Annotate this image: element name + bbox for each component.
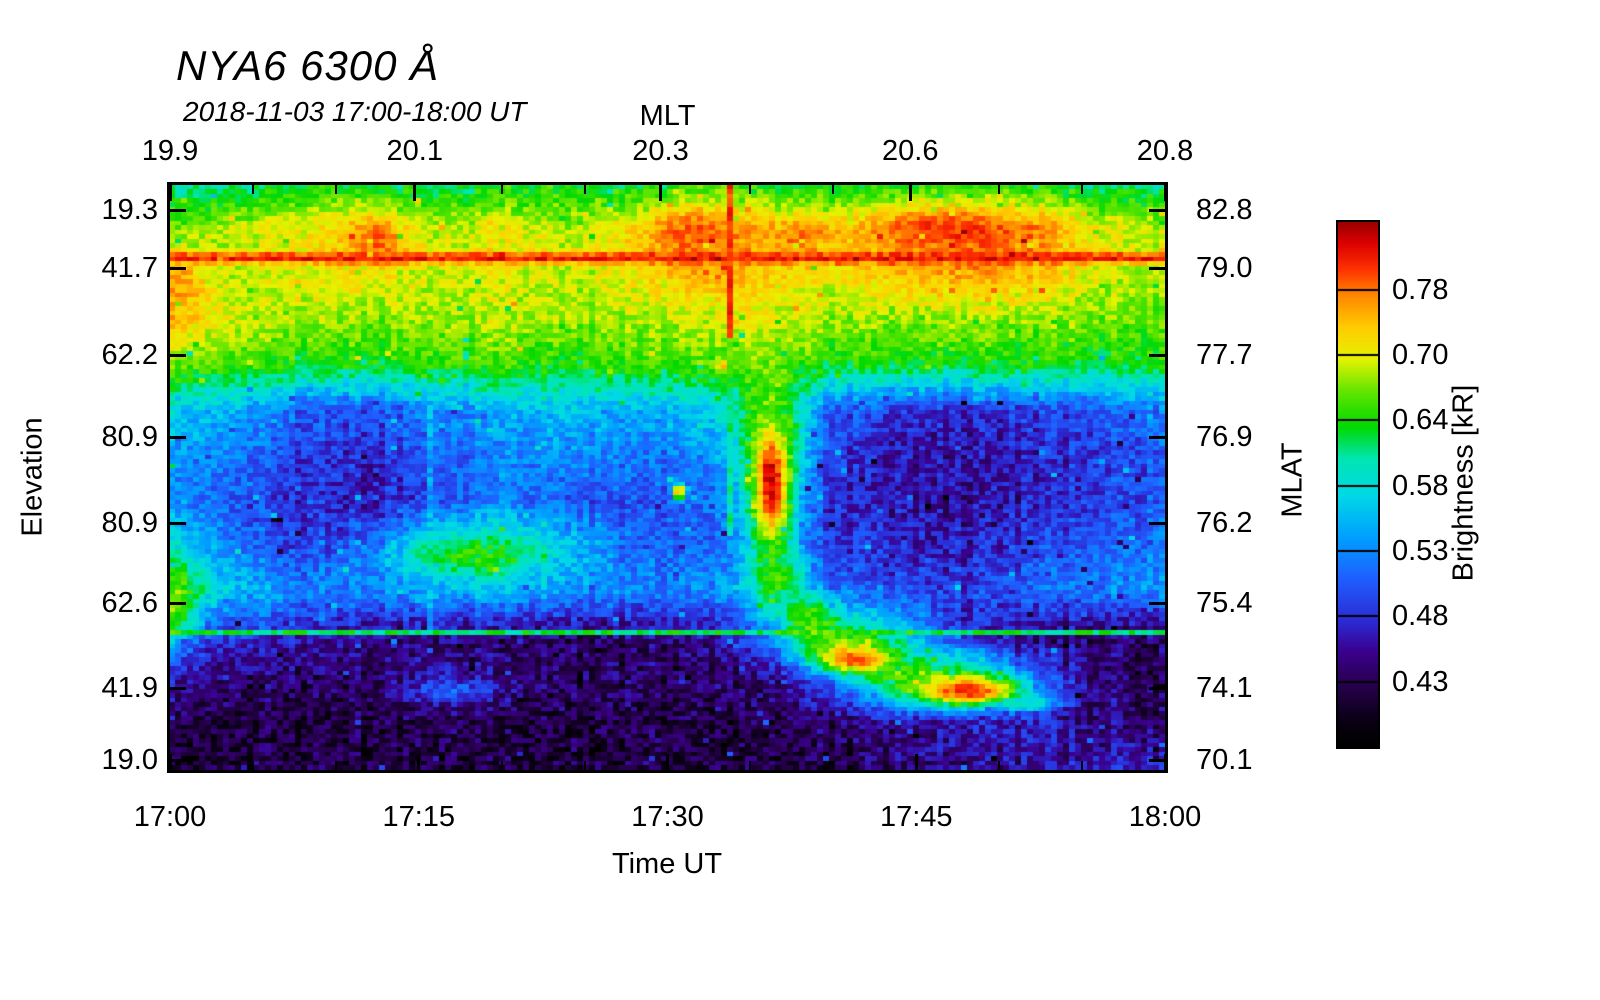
y-major-tick-left bbox=[170, 686, 186, 690]
elevation-tick-label: 80.9 bbox=[101, 507, 158, 540]
y-major-tick-left bbox=[170, 435, 186, 439]
mlt-tick-label: 20.6 bbox=[882, 135, 939, 167]
mlat-tick-label: 70.1 bbox=[1196, 744, 1253, 777]
x-major-tick-bottom bbox=[1163, 754, 1167, 770]
x-minor-tick-bottom bbox=[1081, 761, 1084, 770]
plot-area bbox=[167, 182, 1168, 773]
x-minor-tick-bottom bbox=[749, 761, 752, 770]
x-minor-tick-bottom bbox=[998, 761, 1001, 770]
mlat-tick-label: 82.8 bbox=[1196, 194, 1253, 227]
time-tick-label: 17:15 bbox=[382, 801, 456, 833]
mlat-tick-label: 75.4 bbox=[1196, 587, 1253, 620]
mlat-tick-label: 79.0 bbox=[1196, 252, 1253, 285]
y-major-tick-left bbox=[170, 353, 186, 357]
colorbar-tick-label: 0.78 bbox=[1392, 273, 1449, 306]
mlt-axis-title: MLT bbox=[639, 100, 696, 132]
y-major-tick-right bbox=[1149, 208, 1165, 212]
x-minor-tick-bottom bbox=[334, 761, 337, 770]
x-major-tick-top bbox=[413, 185, 417, 201]
mlt-tick-label: 19.9 bbox=[141, 135, 199, 167]
elevation-tick-label: 41.7 bbox=[101, 252, 158, 285]
x-minor-tick-bottom bbox=[251, 761, 254, 770]
y-major-tick-left bbox=[170, 208, 186, 212]
elevation-tick-label: 80.9 bbox=[101, 421, 158, 454]
y-major-tick-left bbox=[170, 601, 186, 605]
heatmap-canvas bbox=[170, 185, 1165, 770]
colorbar-tick-label: 0.58 bbox=[1392, 470, 1449, 503]
x-major-tick-top bbox=[168, 185, 172, 201]
x-minor-tick-top bbox=[832, 185, 835, 194]
colorbar-tick-label: 0.48 bbox=[1392, 600, 1449, 633]
time-tick-label: 17:00 bbox=[133, 801, 207, 833]
mlat-tick-label: 76.2 bbox=[1196, 507, 1253, 540]
colorbar-tick-label: 0.70 bbox=[1392, 339, 1449, 372]
x-minor-tick-bottom bbox=[583, 761, 586, 770]
y-major-tick-right bbox=[1149, 435, 1165, 439]
elevation-tick-label: 62.6 bbox=[101, 587, 158, 620]
y-major-tick-left bbox=[170, 521, 186, 525]
mlt-tick-label: 20.1 bbox=[386, 135, 443, 167]
mlat-tick-label: 77.7 bbox=[1196, 339, 1253, 372]
x-minor-tick-top bbox=[251, 185, 254, 194]
plot-title: NYA6 6300 Å bbox=[176, 42, 440, 89]
y-major-tick-right bbox=[1149, 601, 1165, 605]
elevation-tick-label: 41.9 bbox=[101, 672, 158, 705]
x-major-tick-bottom bbox=[914, 754, 918, 770]
colorbar-tick-label: 0.53 bbox=[1392, 535, 1449, 568]
x-minor-tick-bottom bbox=[832, 761, 835, 770]
x-major-tick-top bbox=[659, 185, 663, 201]
y-major-tick-left bbox=[170, 758, 186, 762]
elevation-tick-label: 19.3 bbox=[101, 194, 158, 227]
elevation-tick-label: 19.0 bbox=[101, 744, 158, 777]
y-major-tick-right bbox=[1149, 758, 1165, 762]
x-major-tick-top bbox=[908, 185, 912, 201]
mlat-tick-label: 74.1 bbox=[1196, 672, 1253, 705]
time-tick-label: 17:30 bbox=[631, 801, 704, 833]
x-minor-tick-top bbox=[500, 185, 503, 194]
y-major-tick-right bbox=[1149, 266, 1165, 270]
y-major-tick-left bbox=[170, 266, 186, 270]
colorbar-tick-label: 0.64 bbox=[1392, 404, 1449, 437]
mlt-tick-label: 20.3 bbox=[632, 135, 689, 167]
x-minor-tick-top bbox=[1081, 185, 1084, 194]
mlat-tick-label: 76.9 bbox=[1196, 421, 1253, 454]
y-major-tick-right bbox=[1149, 686, 1165, 690]
y-major-tick-right bbox=[1149, 521, 1165, 525]
colorbar-tick-label: 0.43 bbox=[1392, 665, 1449, 698]
x-minor-tick-top bbox=[334, 185, 337, 194]
time-tick-label: 18:00 bbox=[1128, 801, 1202, 833]
plot-subtitle: 2018-11-03 17:00-18:00 UT bbox=[183, 96, 527, 127]
x-major-tick-bottom bbox=[417, 754, 421, 770]
x-minor-tick-top bbox=[749, 185, 752, 194]
colorbar bbox=[1336, 220, 1380, 749]
elevation-tick-label: 62.2 bbox=[101, 339, 158, 372]
x-minor-tick-top bbox=[998, 185, 1001, 194]
x-minor-tick-top bbox=[583, 185, 586, 194]
mlt-tick-label: 20.8 bbox=[1136, 135, 1194, 167]
x-major-tick-bottom bbox=[168, 754, 172, 770]
x-major-tick-bottom bbox=[666, 754, 669, 770]
y-major-tick-right bbox=[1149, 353, 1165, 357]
x-major-tick-top bbox=[1163, 185, 1167, 201]
time-axis-title: Time UT bbox=[611, 848, 723, 880]
colorbar-canvas bbox=[1338, 222, 1378, 747]
x-minor-tick-bottom bbox=[500, 761, 503, 770]
time-tick-label: 17:45 bbox=[879, 801, 953, 833]
